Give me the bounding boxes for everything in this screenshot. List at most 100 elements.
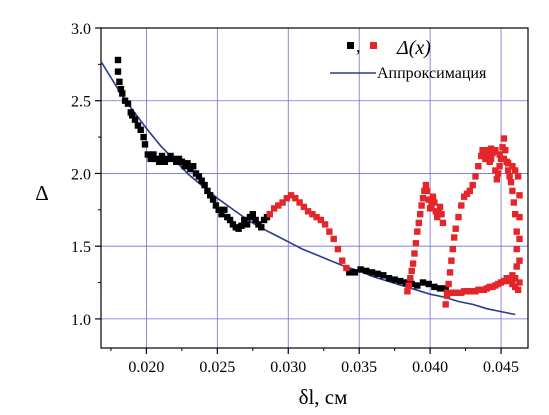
legend-fit-label: Аппроксимация: [377, 65, 487, 82]
data-point-data-red: [266, 211, 273, 218]
data-point-data-red: [504, 160, 512, 167]
y-axis-label: Δ: [35, 181, 49, 205]
data-point-data-black: [117, 85, 125, 93]
data-point-data-black: [431, 283, 438, 291]
data-point-data-red: [409, 260, 417, 267]
data-point-data-black: [158, 152, 166, 160]
data-point-data-red: [495, 170, 502, 177]
data-point-data-black: [184, 160, 191, 167]
data-point-data-black: [363, 267, 370, 275]
data-point-data-red: [492, 147, 499, 154]
data-point-data-red: [334, 245, 342, 253]
data-point-data-black: [116, 78, 123, 85]
data-point-data-black: [131, 116, 139, 123]
data-point-data-black: [150, 151, 157, 158]
data-point-data-red: [496, 163, 503, 170]
data-point-data-black: [380, 272, 387, 279]
legend-separator: ,: [356, 36, 361, 56]
data-point-data-red: [509, 187, 516, 195]
legend-series-label: Δ(x): [396, 37, 431, 59]
data-point-data-black: [374, 270, 381, 277]
data-point-data-red: [516, 213, 523, 221]
data-point-data-red: [446, 269, 454, 276]
data-point-data-black: [144, 151, 151, 158]
data-point-data-red: [516, 279, 523, 286]
data-point-data-red: [487, 145, 495, 152]
data-point-data-black: [442, 285, 449, 292]
data-point-data-black: [201, 181, 208, 189]
data-point-data-black: [140, 133, 147, 141]
data-point-data-black: [114, 56, 122, 64]
data-point-data-red: [438, 211, 445, 218]
data-point-data-black: [204, 187, 211, 195]
data-point-data-black: [258, 224, 265, 231]
data-point-data-red: [339, 257, 346, 264]
data-point-data-red: [417, 211, 424, 218]
data-point-data-red: [304, 208, 312, 215]
x-axis-label: δl, см: [299, 385, 348, 409]
data-point-data-red: [405, 282, 412, 289]
data-point-data-red: [512, 211, 519, 218]
data-point-data-red: [283, 195, 290, 202]
data-point-data-red: [458, 202, 465, 209]
data-point-data-red: [514, 173, 522, 180]
data-point-data-red: [326, 228, 333, 235]
data-point-data-red: [414, 228, 421, 235]
data-point-data-red: [422, 181, 430, 189]
legend-black-marker: [347, 42, 354, 49]
data-point-data-red: [509, 272, 516, 279]
data-point-data-red: [407, 275, 414, 282]
data-point-data-black: [215, 206, 222, 213]
y-tick-label: 1.5: [71, 239, 91, 256]
data-point-data-black: [241, 216, 248, 224]
data-points-layer: [114, 56, 523, 308]
data-point-data-red: [415, 219, 422, 227]
data-point-data-black: [137, 126, 144, 133]
data-point-data-red: [506, 173, 513, 180]
data-point-data-black: [195, 173, 203, 180]
data-point-data-red: [510, 199, 517, 206]
x-tick-label: 0.035: [341, 359, 377, 376]
data-point-data-black: [221, 206, 228, 213]
data-point-data-black: [207, 192, 214, 199]
data-point-data-red: [408, 267, 415, 275]
data-point-data-black: [147, 155, 154, 163]
data-point-data-red: [504, 167, 512, 174]
x-tick-label: 0.030: [270, 359, 306, 376]
data-point-data-red: [436, 203, 444, 211]
data-point-data-red: [418, 202, 425, 209]
data-point-data-black: [226, 216, 234, 224]
data-point-data-red: [513, 245, 520, 253]
data-point-data-red: [472, 173, 479, 180]
data-point-data-red: [429, 193, 437, 200]
data-point-data-black: [114, 68, 122, 75]
data-point-data-black: [419, 279, 427, 286]
data-point-data-black: [124, 100, 132, 107]
data-point-data-red: [512, 283, 519, 291]
data-point-data-red: [321, 221, 329, 228]
data-point-data-red: [270, 205, 278, 212]
data-point-data-red: [512, 167, 519, 174]
data-point-data-red: [513, 263, 520, 270]
data-point-data-red: [279, 199, 286, 206]
axis-ticks: [95, 27, 502, 354]
data-point-data-black: [357, 266, 364, 273]
fit-curve: [100, 61, 516, 316]
y-tick-label: 2.0: [71, 166, 91, 183]
data-point-data-red: [466, 187, 473, 195]
data-point-data-red: [516, 235, 523, 243]
data-point-data-red: [445, 280, 452, 288]
data-point-data-red: [424, 187, 431, 195]
data-point-data-red: [500, 135, 508, 142]
data-point-data-black: [218, 211, 225, 218]
data-point-data-black: [178, 158, 186, 165]
data-point-data-red: [502, 147, 509, 154]
data-point-data-red: [439, 219, 447, 227]
data-point-data-red: [449, 245, 456, 253]
data-point-data-black: [346, 269, 353, 276]
data-point-data-black: [212, 202, 220, 209]
data-point-data-black: [243, 221, 251, 228]
data-point-data-red: [516, 192, 523, 199]
data-point-data-red: [483, 147, 491, 154]
